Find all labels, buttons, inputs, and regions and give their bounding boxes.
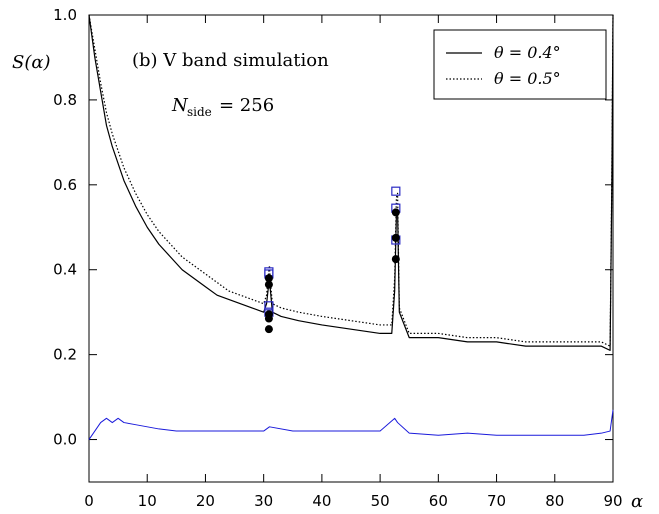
nside-symbol: N — [171, 95, 189, 116]
y-tick-label: 0.6 — [53, 176, 77, 194]
y-tick-label: 0.0 — [53, 431, 77, 449]
x-tick-label: 30 — [254, 492, 273, 510]
x-tick-label: 10 — [138, 492, 157, 510]
dot-marker — [264, 314, 273, 323]
square-marker — [264, 301, 274, 311]
series-difference-line — [88, 409, 614, 440]
square-marker — [391, 186, 401, 196]
plot-frame — [88, 14, 614, 483]
legend-solid-label: θ = 0.4° — [494, 43, 561, 62]
axis-tick-labels: 0 10 20 30 40 50 60 70 80 90 0.0 0.2 0.4 0.6 0.8 1.0 — [53, 6, 622, 510]
chart-title: (b) V band simulation — [132, 50, 329, 71]
x-axis-label: α — [631, 491, 643, 512]
nside-value: = 256 — [219, 95, 274, 116]
x-tick-label: 80 — [545, 492, 564, 510]
legend: θ = 0.4° θ = 0.5° — [433, 29, 607, 100]
dot-marker — [391, 233, 400, 242]
dot-marker — [264, 280, 273, 289]
legend-box — [433, 29, 607, 100]
dot-marker — [391, 208, 400, 217]
nside-subscript: side — [187, 105, 212, 119]
marker-layer — [264, 186, 401, 334]
y-axis-label: S(α) — [12, 52, 51, 73]
x-tick-label: 0 — [84, 492, 94, 510]
x-tick-label: 20 — [196, 492, 215, 510]
x-tick-label: 60 — [429, 492, 448, 510]
dot-marker — [264, 274, 273, 283]
axis-ticks — [88, 14, 614, 482]
x-tick-label: 40 — [312, 492, 331, 510]
y-tick-label: 0.8 — [53, 91, 77, 109]
y-tick-label: 0.2 — [53, 346, 77, 364]
dot-marker — [264, 325, 273, 334]
y-tick-label: 0.4 — [53, 261, 77, 279]
legend-dotted-label: θ = 0.5° — [494, 69, 561, 88]
y-tick-label: 1.0 — [53, 6, 77, 24]
x-tick-label: 90 — [603, 492, 622, 510]
nside-annotation: N side = 256 — [171, 95, 274, 119]
x-tick-label: 50 — [371, 492, 390, 510]
dot-marker — [391, 255, 400, 264]
x-tick-label: 70 — [487, 492, 506, 510]
